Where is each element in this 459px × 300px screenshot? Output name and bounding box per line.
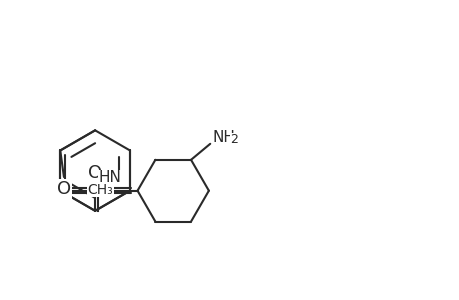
Text: NH: NH (212, 130, 235, 145)
Text: O: O (57, 180, 71, 198)
Text: CH₃: CH₃ (88, 183, 113, 197)
Text: O: O (88, 164, 102, 182)
Text: 2: 2 (230, 133, 238, 146)
Text: HN: HN (99, 170, 122, 185)
